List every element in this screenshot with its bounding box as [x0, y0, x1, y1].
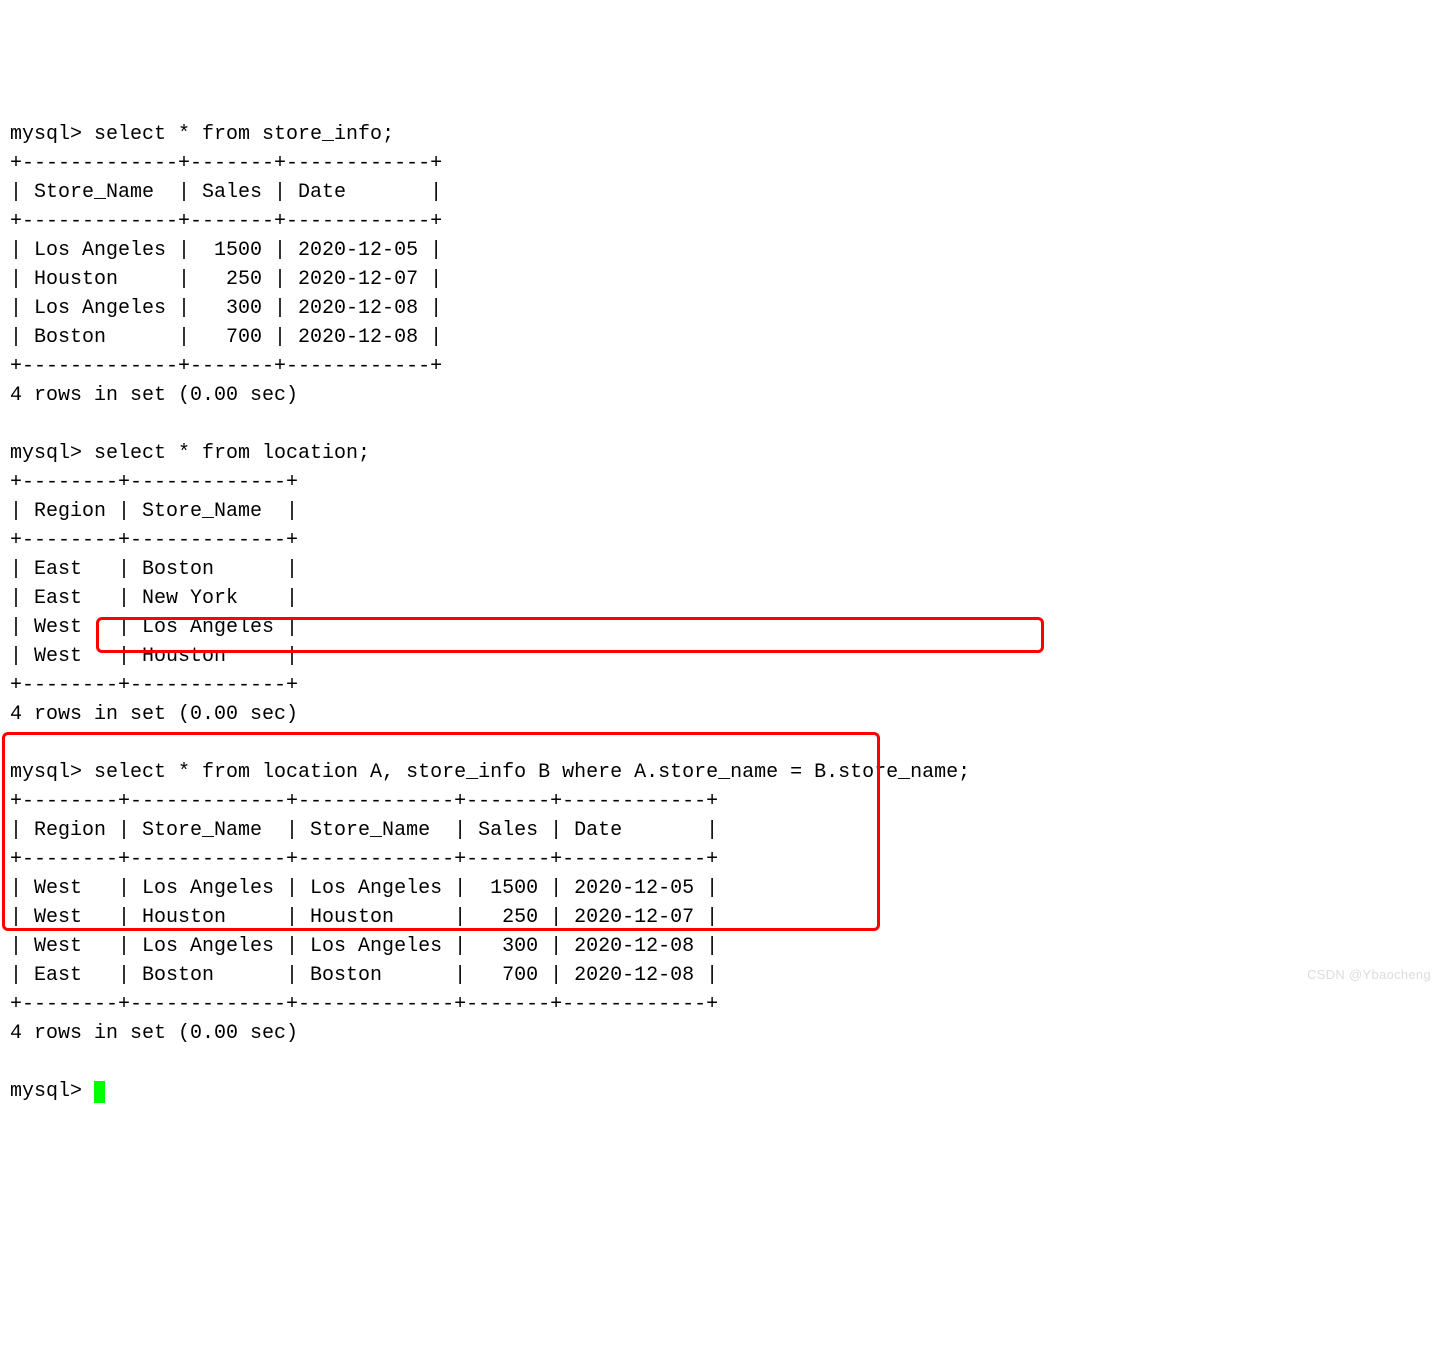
table-row: | Los Angeles | 300 | 2020-12-08 | [10, 297, 442, 320]
table-row: | East | Boston | [10, 558, 298, 581]
watermark-text: CSDN @Ybaocheng [1307, 966, 1431, 985]
table-border: +--------+-------------+ [10, 674, 298, 697]
table-row: | West | Los Angeles | Los Angeles | 150… [10, 877, 718, 900]
table-border: +--------+-------------+-------------+--… [10, 993, 718, 1016]
cursor-block [94, 1081, 105, 1103]
result-footer: 4 rows in set (0.00 sec) [10, 384, 298, 407]
table-border: +-------------+-------+------------+ [10, 152, 442, 175]
table-row: | Boston | 700 | 2020-12-08 | [10, 326, 442, 349]
table-header: | Region | Store_Name | [10, 500, 298, 523]
table-header: | Region | Store_Name | Store_Name | Sal… [10, 819, 718, 842]
table-border: +--------+-------------+-------------+--… [10, 790, 718, 813]
table-border: +-------------+-------+------------+ [10, 355, 442, 378]
table-row: | West | Los Angeles | Los Angeles | 300… [10, 935, 718, 958]
table-border: +-------------+-------+------------+ [10, 210, 442, 233]
prompt: mysql> [10, 1080, 94, 1103]
prompt: mysql> [10, 442, 94, 465]
table-header: | Store_Name | Sales | Date | [10, 181, 442, 204]
table-row: | West | Los Angeles | [10, 616, 298, 639]
terminal-output: mysql> select * from store_info; +------… [10, 120, 1433, 1106]
sql-command: select * from store_info; [94, 123, 394, 146]
sql-command: select * from location; [94, 442, 370, 465]
sql-command: select * from location A, store_info B w… [94, 761, 970, 784]
prompt: mysql> [10, 761, 94, 784]
result-footer: 4 rows in set (0.00 sec) [10, 1022, 298, 1045]
table-row: | West | Houston | Houston | 250 | 2020-… [10, 906, 718, 929]
table-border: +--------+-------------+ [10, 471, 298, 494]
table-row: | West | Houston | [10, 645, 298, 668]
table-row: | East | New York | [10, 587, 298, 610]
table-border: +--------+-------------+-------------+--… [10, 848, 718, 871]
table-row: | Los Angeles | 1500 | 2020-12-05 | [10, 239, 442, 262]
table-border: +--------+-------------+ [10, 529, 298, 552]
prompt: mysql> [10, 123, 94, 146]
table-row: | East | Boston | Boston | 700 | 2020-12… [10, 964, 718, 987]
result-footer: 4 rows in set (0.00 sec) [10, 703, 298, 726]
table-row: | Houston | 250 | 2020-12-07 | [10, 268, 442, 291]
